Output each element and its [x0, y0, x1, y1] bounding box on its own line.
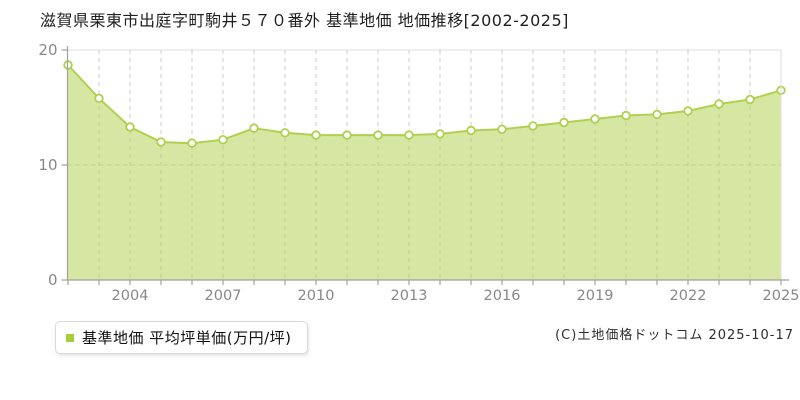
svg-text:2007: 2007: [205, 288, 242, 304]
legend-swatch-icon: [66, 333, 74, 342]
legend: 基準地価 平均坪単価(万円/坪): [55, 321, 308, 354]
svg-text:10: 10: [38, 156, 57, 174]
svg-text:2025: 2025: [763, 288, 800, 304]
axes: [61, 46, 789, 285]
copyright-note: (C)土地価格ドットコム 2025-10-17: [555, 328, 794, 343]
svg-text:20: 20: [38, 41, 57, 59]
area-series: [63, 60, 786, 280]
svg-text:2016: 2016: [484, 288, 521, 304]
axis-tick-labels: 0 10 20 2004 2007 2010 2013 2016 2019 2022 2025: [38, 41, 799, 304]
svg-text:2022: 2022: [670, 288, 707, 304]
svg-text:2004: 2004: [112, 288, 149, 304]
svg-text:2019: 2019: [577, 288, 614, 304]
svg-text:2010: 2010: [298, 288, 335, 304]
svg-text:0: 0: [48, 271, 58, 289]
svg-text:2013: 2013: [391, 288, 428, 304]
price-trend-area-chart: 0 10 20 2004 2007 2010 2013 2016 2019 2022 2025: [38, 41, 799, 304]
legend-label: 基準地価 平均坪単価(万円/坪): [82, 329, 292, 347]
plot-frame: [67, 49, 782, 280]
chart-title: 滋賀県栗東市出庭字町駒井５７０番外 基準地価 地価推移[2002-2025]: [40, 11, 569, 30]
